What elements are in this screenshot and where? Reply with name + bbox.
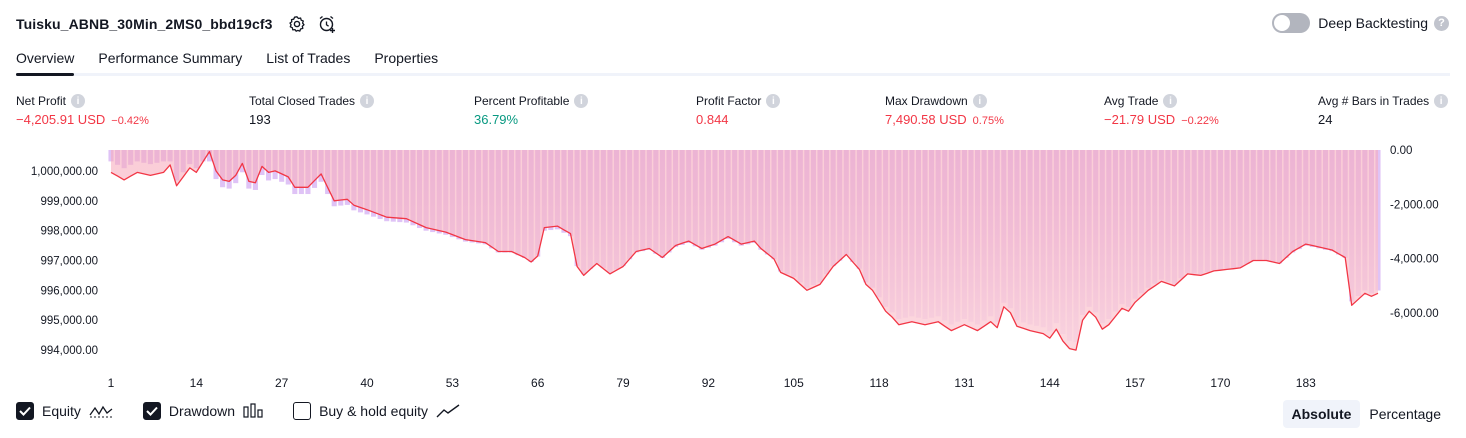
- tab-performance-summary[interactable]: Performance Summary: [98, 50, 243, 66]
- right-tick-label: 0.00: [1390, 145, 1412, 157]
- percentage-button[interactable]: Percentage: [1369, 406, 1441, 422]
- metric-percent-profitable: Percent Profitable i 36.79%: [474, 93, 589, 127]
- equity-legend-icon: [89, 405, 113, 418]
- x-tick-label: 92: [702, 376, 716, 390]
- right-tick-label: -2,000.00: [1390, 199, 1439, 211]
- equity-fill: [111, 150, 1378, 351]
- metric-value: −21.79 USD: [1104, 112, 1176, 127]
- left-tick-label: 996,000.00: [40, 285, 98, 297]
- right-axis: 0.00 -2,000.00 -4,000.00 -6,000.00: [1390, 145, 1439, 320]
- metric-percent: −0.22%: [1181, 115, 1219, 127]
- help-icon[interactable]: ?: [1434, 15, 1449, 31]
- alarm-add-icon[interactable]: [316, 13, 338, 35]
- left-tick-label: 994,000.00: [40, 345, 98, 357]
- metric-label: Total Closed Trades: [249, 94, 356, 108]
- checkbox-checked[interactable]: [16, 402, 34, 420]
- metric-label: Percent Profitable: [474, 94, 570, 108]
- x-tick-label: 79: [616, 376, 630, 390]
- strategy-header: Tuisku_ABNB_30Min_2MS0_bbd19cf3: [16, 12, 338, 36]
- metric-max-drawdown: Max Drawdown i 7,490.58 USD 0.75%: [885, 93, 1004, 127]
- info-icon[interactable]: i: [574, 94, 589, 108]
- tab-overview[interactable]: Overview: [16, 46, 75, 76]
- tab-list-of-trades[interactable]: List of Trades: [266, 50, 351, 66]
- metric-profit-factor: Profit Factor i 0.844: [696, 93, 781, 127]
- x-tick-label: 157: [1125, 376, 1145, 390]
- drawdown-label: Drawdown: [168, 403, 236, 419]
- buy-hold-label: Buy & hold equity: [319, 403, 429, 419]
- equity-area: [110, 150, 1379, 351]
- buy-hold-legend-icon: [436, 404, 460, 418]
- drawdown-checkbox[interactable]: Drawdown: [142, 402, 263, 420]
- metric-value: 36.79%: [474, 112, 519, 127]
- x-tick-label: 183: [1296, 376, 1316, 390]
- left-tick-label: 997,000.00: [40, 255, 98, 267]
- x-tick-label: 118: [870, 376, 889, 390]
- metric-label: Profit Factor: [696, 94, 762, 108]
- left-tick-label: 999,000.00: [40, 196, 98, 208]
- x-tick-label: 40: [360, 376, 374, 390]
- metric-total-closed-trades: Total Closed Trades i 193: [249, 93, 375, 127]
- strategy-title: Tuisku_ABNB_30Min_2MS0_bbd19cf3: [16, 16, 273, 32]
- metric-percent: 0.75%: [972, 115, 1004, 127]
- metric-label: Avg # Bars in Trades: [1318, 94, 1430, 108]
- x-tick-label: 144: [1040, 376, 1060, 390]
- gear-icon[interactable]: [286, 13, 308, 35]
- scale-switch: Absolute Percentage: [1282, 400, 1451, 428]
- x-tick-label: 27: [275, 376, 289, 390]
- checkbox-checked[interactable]: [142, 402, 161, 420]
- metric-label: Net Profit: [16, 94, 67, 108]
- drawdown-bar: [206, 150, 213, 162]
- tab-bar: Overview Performance Summary List of Tra…: [16, 46, 462, 76]
- series-toggles: Equity Drawdown Buy & hold equity: [16, 402, 490, 420]
- metric-avg-bars: Avg # Bars in Trades i 24: [1318, 93, 1449, 127]
- equity-chart[interactable]: 1,000,000.00 999,000.00 998,000.00 997,000.…: [0, 140, 1466, 396]
- left-tick-label: 1,000,000.00: [31, 166, 98, 178]
- left-axis: 1,000,000.00 999,000.00 998,000.00 997,000.…: [31, 166, 98, 357]
- deep-backtesting-label: Deep Backtesting: [1318, 15, 1428, 31]
- info-icon[interactable]: i: [1434, 94, 1449, 108]
- x-tick-label: 53: [446, 376, 460, 390]
- x-tick-label: 1: [108, 376, 115, 390]
- x-tick-label: 105: [784, 376, 804, 390]
- equity-checkbox[interactable]: Equity: [16, 402, 113, 420]
- metric-value: 24: [1318, 112, 1333, 127]
- right-tick-label: -6,000.00: [1390, 308, 1439, 320]
- metric-value: 193: [249, 112, 271, 127]
- info-icon[interactable]: i: [1163, 94, 1178, 108]
- right-tick-label: -4,000.00: [1390, 254, 1439, 266]
- metric-label: Max Drawdown: [885, 94, 968, 108]
- toggle-knob: [1274, 15, 1291, 31]
- info-icon[interactable]: i: [766, 94, 781, 108]
- buy-hold-checkbox[interactable]: Buy & hold equity: [293, 402, 460, 420]
- x-tick-label: 66: [531, 376, 545, 390]
- equity-label: Equity: [42, 403, 81, 419]
- checkbox-unchecked[interactable]: [293, 402, 312, 420]
- metric-percent: −0.42%: [111, 115, 149, 127]
- metric-label: Avg Trade: [1104, 94, 1159, 108]
- metric-avg-trade: Avg Trade i −21.79 USD −0.22%: [1104, 93, 1219, 127]
- metric-net-profit: Net Profit i −4,205.91 USD −0.42%: [16, 93, 149, 127]
- drawdown-legend-icon: [243, 403, 263, 418]
- x-tick-label: 14: [190, 376, 204, 390]
- metric-value: 7,490.58 USD: [885, 112, 967, 127]
- x-tick-label: 131: [954, 376, 974, 390]
- left-tick-label: 998,000.00: [40, 226, 98, 238]
- info-icon[interactable]: i: [71, 94, 86, 108]
- x-axis: 1 14 27 40 53 66 79 92 105 118 131 144 157 170 183: [108, 376, 1316, 390]
- absolute-button[interactable]: Absolute: [1282, 400, 1361, 428]
- info-icon[interactable]: i: [972, 94, 987, 108]
- info-icon[interactable]: i: [360, 94, 375, 108]
- x-tick-label: 170: [1210, 376, 1230, 390]
- deep-backtesting: Deep Backtesting ?: [1272, 13, 1449, 33]
- tab-properties[interactable]: Properties: [374, 50, 439, 66]
- tabs-divider: [16, 73, 1450, 76]
- left-tick-label: 995,000.00: [40, 315, 98, 327]
- deep-backtesting-toggle[interactable]: [1272, 13, 1311, 33]
- metric-value: −4,205.91 USD: [16, 112, 106, 127]
- metric-value: 0.844: [696, 112, 729, 127]
- equity-line: [110, 150, 1379, 351]
